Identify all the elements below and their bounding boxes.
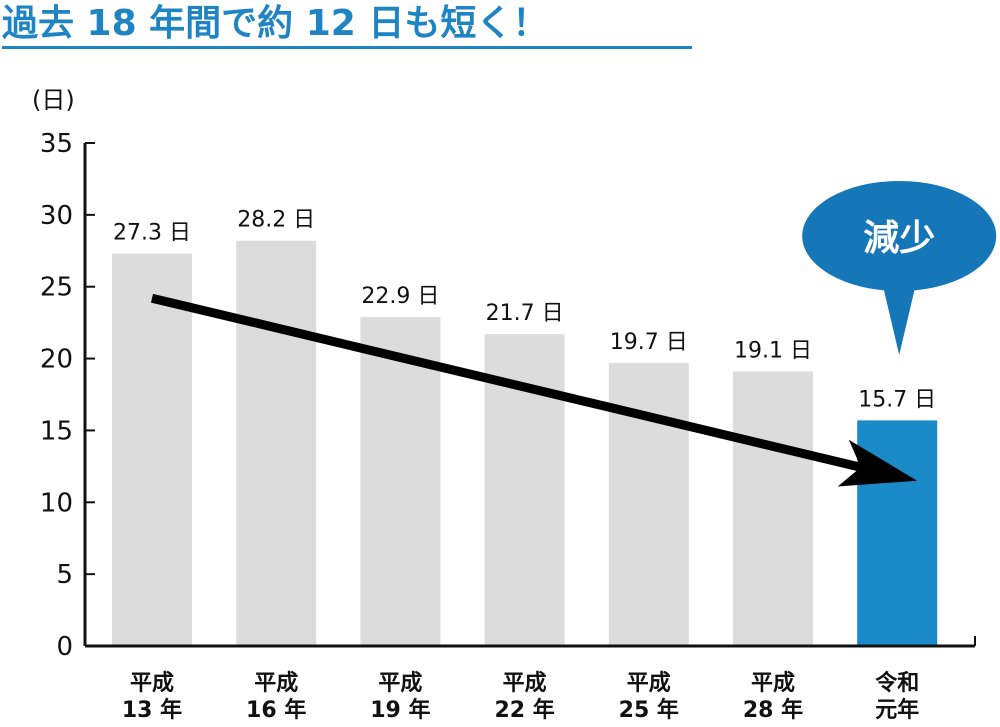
bar — [236, 240, 317, 646]
bar-value-label: 21.7 日 — [486, 301, 564, 326]
headline-underline — [2, 46, 692, 49]
x-category-label-line: 25 年 — [619, 697, 679, 723]
x-category-label-line: 元年 — [875, 697, 919, 723]
x-category-label: 令和元年 — [875, 670, 919, 723]
x-category-label-line: 16 年 — [246, 697, 306, 723]
x-category-label-line: 平成 — [503, 671, 547, 696]
headline: 過去 18 年間で約 12 日も短く！ — [2, 3, 549, 44]
bar-value-label: 19.7 日 — [610, 330, 688, 355]
x-category-label-line: 平成 — [378, 671, 422, 696]
bar-value-label: 15.7 日 — [858, 387, 936, 412]
x-category-label-line: 平成 — [254, 671, 298, 696]
x-category-label-line: 平成 — [751, 671, 795, 696]
x-category-label: 平成 28 年 — [743, 671, 803, 723]
callout-label: 減少 — [863, 218, 935, 259]
x-category-label-line: 22 年 — [494, 697, 554, 723]
y-axis-unit-label: (日) — [32, 86, 75, 114]
trend-arrow — [150, 293, 918, 487]
bar — [112, 253, 192, 646]
x-category-label-line: 平成 — [130, 671, 174, 696]
x-category-label-line: 令和 — [875, 670, 919, 696]
bar — [360, 316, 441, 646]
bar-value-label: 19.1 日 — [734, 339, 812, 364]
callout-bubble: 減少 — [802, 181, 997, 355]
y-tick-label: 25 — [40, 273, 73, 303]
y-tick-label: 10 — [40, 488, 73, 518]
bar — [608, 362, 689, 646]
bar-value-label: 27.3 日 — [113, 221, 191, 246]
x-category-label-line: 平成 — [627, 671, 671, 696]
trend-arrow-shaft — [150, 293, 864, 473]
trend-arrow-head — [837, 439, 918, 487]
y-axis: (日) 0 5 10 15 20 25 30 35 — [32, 86, 95, 662]
x-category-label: 平成 22 年 — [494, 671, 554, 723]
callout-ellipse — [802, 181, 997, 291]
x-category-label: 平成 13 年 — [122, 671, 182, 723]
y-tick-label: 35 — [40, 129, 73, 159]
value-labels: 27.3 日 28.2 日 22.9 日 21.7 日 19.7 日 19.1 日 15.7… — [113, 208, 936, 413]
callout-pointer — [879, 270, 920, 355]
x-category-label-line: 19 年 — [370, 697, 430, 723]
bar-value-label: 22.9 日 — [361, 284, 439, 309]
x-category-label: 平成 16 年 — [246, 671, 306, 723]
y-tick-label: 5 — [56, 560, 73, 590]
y-tick-label: 15 — [40, 416, 73, 446]
x-category-label-line: 13 年 — [122, 697, 182, 723]
x-category-label: 平成 19 年 — [370, 671, 430, 723]
x-category-label: 平成 25 年 — [619, 671, 679, 723]
bar — [733, 371, 813, 646]
y-tick-label: 20 — [40, 345, 73, 375]
x-category-label-line: 28 年 — [743, 697, 803, 723]
y-tick-label: 0 — [56, 632, 73, 662]
bar-value-label: 28.2 日 — [237, 208, 315, 233]
y-tick-label: 30 — [40, 201, 73, 231]
